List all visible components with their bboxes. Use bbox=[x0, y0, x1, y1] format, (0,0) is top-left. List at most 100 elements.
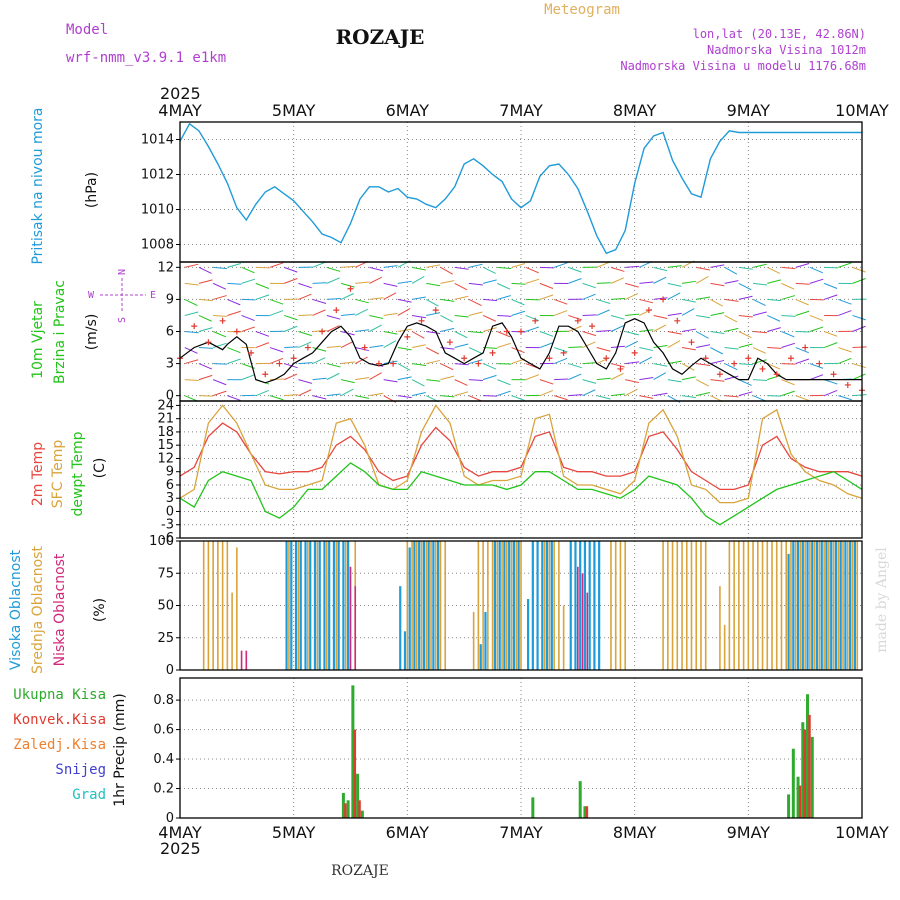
cloud-high-bar bbox=[304, 541, 307, 670]
wind-arrow bbox=[269, 347, 284, 353]
xtick-label-bottom: 8MAY bbox=[613, 823, 657, 842]
wind-arrow bbox=[809, 363, 824, 369]
cloud-mid-bar bbox=[226, 541, 229, 670]
wind-gust-marker bbox=[802, 344, 809, 351]
wind-arrow bbox=[596, 347, 611, 352]
wind-arrow bbox=[696, 314, 711, 319]
xtick-label-bottom: 6MAY bbox=[386, 823, 430, 842]
wind-arrow bbox=[738, 295, 753, 300]
wind-arrow bbox=[553, 310, 568, 316]
precip-label-convective: Konvek.Kisa bbox=[13, 712, 106, 728]
cloud-mid-bar bbox=[823, 541, 825, 670]
wind-gust-marker bbox=[830, 371, 837, 378]
wind-arrow bbox=[852, 278, 866, 284]
temperature-ytick-label: -3 bbox=[161, 518, 174, 533]
wind-arrow bbox=[340, 293, 354, 300]
wind-arrow bbox=[397, 280, 412, 284]
wind-arrow bbox=[198, 315, 212, 322]
wind-arrow bbox=[653, 314, 668, 319]
wind-arrow bbox=[639, 395, 654, 399]
wind-arrow bbox=[781, 390, 795, 397]
wind-arrow bbox=[511, 395, 525, 401]
cloud-mid-bar bbox=[482, 541, 484, 670]
wind-arrow bbox=[738, 379, 752, 386]
precip-total-bar bbox=[578, 781, 582, 818]
temp-sfc-line bbox=[179, 404, 863, 504]
wind-arrow bbox=[710, 264, 725, 268]
cloud-high-bar bbox=[479, 644, 482, 670]
wind-arrow bbox=[681, 308, 695, 316]
precip-frame bbox=[179, 677, 863, 819]
cloud-mid-bar bbox=[344, 541, 347, 670]
wind-arrow bbox=[426, 359, 441, 365]
wind-arrow bbox=[838, 262, 852, 268]
wind-gust-marker bbox=[759, 365, 766, 372]
precip-total-bar bbox=[351, 685, 355, 818]
wind-arrow bbox=[184, 263, 199, 268]
wind-gust-marker bbox=[489, 349, 496, 356]
axis-layer: 1008101010121014036912-6-303691215182124… bbox=[141, 101, 889, 842]
wind-arrow bbox=[355, 308, 368, 316]
wind-arrow bbox=[752, 311, 767, 316]
wind-arrow bbox=[681, 298, 696, 303]
precip-label-graupel: Grad bbox=[72, 787, 106, 803]
cloud-high-bar bbox=[493, 541, 497, 670]
wind-arrow bbox=[369, 276, 383, 284]
wind-arrow bbox=[383, 312, 398, 316]
wind-arrow bbox=[497, 390, 511, 397]
wind-arrow bbox=[369, 372, 382, 381]
temperature-ytick-label: 3 bbox=[166, 491, 174, 506]
wind-arrow bbox=[724, 375, 739, 381]
cloud-mid-bar bbox=[520, 541, 522, 670]
wind-arrow bbox=[497, 282, 511, 290]
cloud-low-bar bbox=[245, 650, 248, 670]
wind-arrow bbox=[852, 314, 866, 321]
wind-arrow bbox=[355, 356, 368, 365]
precip-ytick-label: 0.4 bbox=[153, 752, 174, 767]
wind-arrow bbox=[781, 314, 796, 317]
wind-arrow bbox=[482, 327, 497, 332]
cloud-mid-bar bbox=[207, 541, 210, 670]
cloud-high-bar bbox=[527, 599, 530, 670]
wind-unit: (m/s) bbox=[84, 314, 100, 351]
cloud-mid-bar bbox=[813, 541, 816, 670]
cloud-mid-bar bbox=[335, 541, 338, 670]
wind-arrow bbox=[312, 298, 327, 304]
wind-titles: 10m Vjetar Brzina i Pravac (m/s) W E N S bbox=[30, 269, 156, 384]
wind-arrow bbox=[355, 281, 370, 284]
cloud-mid-bar bbox=[828, 541, 830, 670]
wind-arrow bbox=[411, 266, 426, 271]
cloud-mid-bar bbox=[406, 541, 409, 670]
wind-gust-marker bbox=[304, 344, 311, 351]
cloud-high-bar bbox=[579, 541, 582, 670]
wind-arrow bbox=[326, 325, 340, 332]
cloud-mid-bar bbox=[775, 541, 778, 670]
wind-arrow bbox=[383, 379, 398, 383]
xtick-label-top: 6MAY bbox=[386, 101, 430, 120]
wind-arrow bbox=[781, 342, 795, 349]
wind-arrow bbox=[326, 314, 341, 320]
wind-arrow bbox=[852, 266, 866, 273]
wind-arrow bbox=[340, 313, 356, 316]
wind-arrow bbox=[568, 314, 582, 321]
cloud-mid-bar bbox=[221, 541, 224, 670]
wind-arrow bbox=[554, 395, 568, 401]
cloud-high-bar bbox=[517, 541, 520, 670]
wind-arrow bbox=[454, 331, 468, 339]
wind-arrow bbox=[724, 363, 738, 371]
wind-arrow bbox=[440, 266, 453, 275]
wind-arrow bbox=[838, 298, 852, 305]
wind-arrow bbox=[184, 311, 199, 316]
temperature-ytick-label: -6 bbox=[161, 531, 174, 546]
cloud-mid-bar bbox=[685, 541, 688, 670]
cloud-high-bar bbox=[337, 541, 340, 670]
wind-arrow bbox=[497, 379, 511, 386]
wind-arrow bbox=[184, 379, 199, 381]
wind-arrow bbox=[795, 263, 810, 268]
wind-arrow bbox=[696, 379, 709, 387]
wind-gust-marker bbox=[844, 381, 851, 388]
wind-arrow bbox=[497, 342, 511, 349]
wind-arrow bbox=[298, 282, 312, 289]
cloud-high-bar bbox=[484, 611, 487, 670]
wind-arrow bbox=[596, 261, 610, 268]
